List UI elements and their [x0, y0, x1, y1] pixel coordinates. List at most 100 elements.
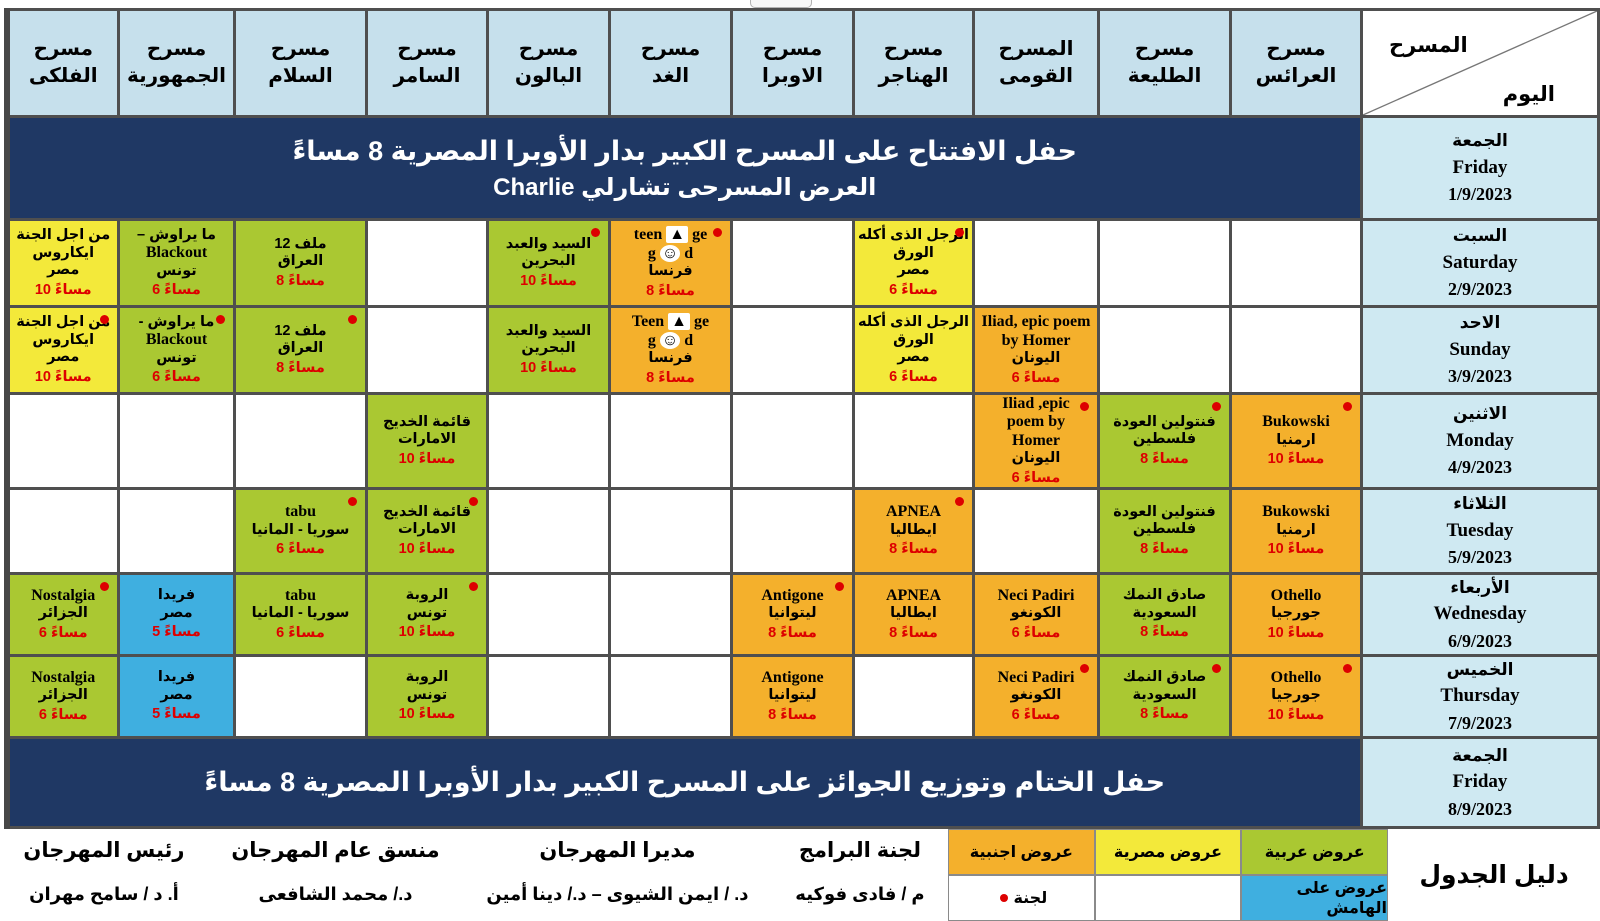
show-time: 5 مساءً — [120, 705, 233, 723]
premiere-dot-icon — [955, 497, 964, 506]
show-text-line: فرنسا — [611, 263, 730, 280]
show-text-line: الورق — [855, 245, 972, 262]
show-time: 10 مساءً — [489, 359, 608, 377]
show-text-line: Teen ▲ ge — [611, 313, 730, 331]
official-title: مديرا المهرجان — [486, 838, 748, 863]
empty-cell — [1099, 220, 1231, 307]
show-text-line: تونس — [368, 687, 486, 704]
show-text-line: ايطاليا — [855, 522, 972, 539]
show-text-line: مصر — [10, 349, 118, 366]
day-name-arabic: الثلاثاء — [1363, 491, 1597, 517]
show-time: 6 مساءً — [975, 706, 1097, 724]
closing-line: حفل الختام وتوزيع الجوائز على المسرح الك… — [10, 762, 1361, 803]
show-text-line: الروبة — [368, 669, 486, 686]
day-name-english: Sunday — [1363, 336, 1597, 364]
show-text-line: Homer — [975, 432, 1097, 450]
show-text-line: السيد والعبد — [489, 236, 608, 253]
legend-label: عروض على الهامش — [1242, 878, 1387, 918]
empty-cell — [235, 655, 367, 737]
legend-box: عروض عربية — [1241, 829, 1388, 875]
official-credit: رئيس المهرجان أ. د / سامح مهران — [23, 838, 184, 905]
show-text-line: Bukowski — [1232, 413, 1360, 431]
day-name-english: Wednesday — [1363, 600, 1597, 628]
empty-cell — [488, 394, 610, 489]
show-text-line: Neci Padiri — [975, 587, 1097, 605]
show-text-line: فلسطين — [1100, 521, 1229, 538]
premiere-dot-icon — [591, 228, 600, 237]
show-time: 10 مساءً — [489, 272, 608, 290]
show-text-line: tabu — [236, 503, 365, 521]
show-text-line: Othello — [1232, 669, 1360, 687]
legend-box: عروض مصرية — [1095, 829, 1242, 875]
official-name: د./ محمد الشافعى — [231, 884, 439, 905]
premiere-dot-icon — [1212, 664, 1221, 673]
empty-cell — [732, 220, 854, 307]
show-time: 8 مساءً — [1100, 623, 1229, 641]
legend-label: عروض اجنبية — [970, 842, 1073, 862]
show-text-line: Bukowski — [1232, 503, 1360, 521]
opening-line-1: حفل الافتتاح على المسرح الكبير بدار الأو… — [10, 131, 1361, 172]
show-time: 10 مساءً — [1232, 706, 1360, 724]
show-time: 6 مساءً — [10, 706, 118, 724]
day-name-arabic: الخميس — [1363, 657, 1597, 683]
show-time: 8 مساءً — [611, 369, 730, 387]
show-text-line: سوريا - المانيا — [236, 605, 365, 622]
day-date: 7/9/2023 — [1363, 710, 1597, 736]
show-time: 10 مساءً — [10, 368, 118, 386]
theater-header: مسرح الجمهورية — [119, 10, 235, 117]
show-time: 10 مساءً — [368, 623, 486, 641]
show-text-line: تونس — [120, 263, 233, 280]
official-title: منسق عام المهرجان — [231, 838, 439, 863]
show-time: 6 مساءً — [975, 369, 1097, 387]
show-text-line: اليونان — [975, 450, 1097, 467]
premiere-dot-icon — [1080, 664, 1089, 673]
empty-cell — [1231, 220, 1362, 307]
empty-cell — [1099, 307, 1231, 394]
premiere-dot-icon — [348, 497, 357, 506]
show-text-line: الامارات — [368, 431, 486, 448]
premiere-dot-icon — [100, 315, 109, 324]
official-title: رئيس المهرجان — [23, 838, 184, 863]
show-time: 6 مساءً — [975, 469, 1097, 487]
show-time: 8 مساءً — [855, 624, 972, 642]
empty-cell — [610, 573, 732, 655]
show-time: 6 مساءً — [855, 281, 972, 299]
show-time: 6 مساءً — [975, 624, 1097, 642]
empty-cell — [235, 394, 367, 489]
official-name: أ. د / سامح مهران — [23, 884, 184, 905]
show-text-line: السعودية — [1100, 605, 1229, 622]
show-text-line: ليتوانيا — [733, 605, 852, 622]
corner-label-theater: المسرح — [1389, 33, 1468, 58]
show-text-line: جورجيا — [1232, 605, 1360, 622]
premiere-dot-icon — [348, 315, 357, 324]
show-time: 8 مساءً — [1100, 540, 1229, 558]
show-text-line: العراق — [236, 340, 365, 357]
show-text-line: ايكاروس — [10, 245, 118, 262]
show-time: 10 مساءً — [1232, 624, 1360, 642]
day-name-arabic: الأربعاء — [1363, 575, 1597, 601]
premiere-dot-icon — [1343, 664, 1352, 673]
show-text-line: فريدا — [120, 669, 233, 686]
